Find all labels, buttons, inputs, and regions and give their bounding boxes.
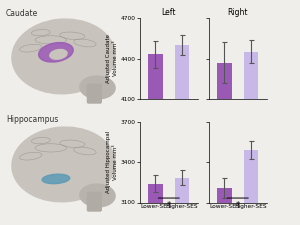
Bar	[217, 63, 232, 225]
Text: Hippocampus: Hippocampus	[6, 115, 59, 124]
Y-axis label: Adjusted Hippocampal
Volume mm³: Adjusted Hippocampal Volume mm³	[106, 131, 118, 193]
Title: Right: Right	[227, 8, 248, 17]
Ellipse shape	[12, 127, 115, 202]
FancyBboxPatch shape	[87, 84, 101, 103]
Bar	[148, 184, 163, 225]
Ellipse shape	[12, 19, 115, 94]
Ellipse shape	[80, 76, 115, 99]
Ellipse shape	[80, 184, 115, 207]
Text: *: *	[167, 201, 171, 210]
Bar	[148, 54, 163, 225]
Text: *: *	[236, 201, 240, 210]
Ellipse shape	[39, 43, 73, 62]
FancyBboxPatch shape	[87, 192, 101, 211]
Title: Left: Left	[161, 8, 176, 17]
Ellipse shape	[42, 174, 70, 184]
Y-axis label: Adjusted Caudate
Volume mm³: Adjusted Caudate Volume mm³	[106, 34, 118, 83]
Bar	[175, 178, 189, 225]
Bar	[175, 45, 189, 225]
Text: Caudate: Caudate	[6, 9, 38, 18]
Bar	[244, 52, 258, 225]
Bar	[217, 188, 232, 225]
Ellipse shape	[50, 50, 67, 59]
Bar	[244, 150, 258, 225]
